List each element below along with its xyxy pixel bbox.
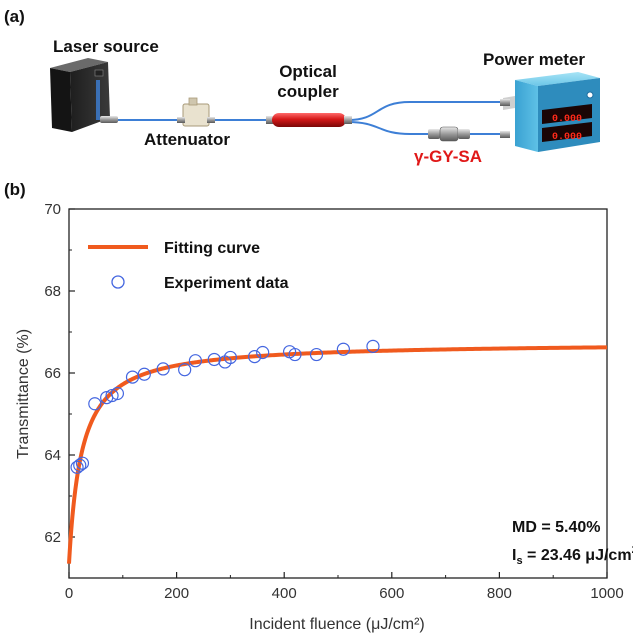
meter-readout-2: 0.000 xyxy=(552,132,582,143)
x-tick-label: 0 xyxy=(65,585,73,602)
y-tick-label: 70 xyxy=(44,201,61,218)
sample-label: γ-GY-SA xyxy=(414,147,482,166)
data-point-marker xyxy=(137,367,151,381)
legend-label-fit: Fitting curve xyxy=(164,240,260,257)
data-point-marker xyxy=(223,350,237,365)
y-tick-label: 68 xyxy=(44,283,61,300)
panel-b: (b) 0 200 400 600 800 1000 62 64 66 68 70 Incident… xyxy=(4,180,633,633)
x-tick-label: 600 xyxy=(379,585,404,602)
panel-b-label: (b) xyxy=(4,180,26,199)
is-annotation-subscript: s xyxy=(516,555,522,567)
meter-readout-1: 0.000 xyxy=(552,114,582,125)
fiber-coupler-to-sample xyxy=(347,121,428,135)
data-point-marker xyxy=(75,456,90,470)
data-point-marker xyxy=(105,388,119,403)
x-tick-label: 400 xyxy=(272,585,297,602)
x-axis-title: Incident fluence (μJ/cm²) xyxy=(249,616,425,633)
y-tick-label: 64 xyxy=(44,447,61,464)
data-point-marker xyxy=(256,345,270,360)
data-point-marker xyxy=(288,347,302,362)
data-point-marker xyxy=(336,342,350,356)
data-point-marker xyxy=(156,362,170,376)
coupler-label-line2: coupler xyxy=(277,82,339,101)
legend-label-data: Experiment data xyxy=(164,275,289,292)
data-point-marker xyxy=(88,397,102,411)
sample-connector xyxy=(428,126,470,142)
y-tick-label: 62 xyxy=(44,529,61,546)
fiber-lines xyxy=(118,101,505,135)
fiber-coupler-to-meter-upper xyxy=(347,101,505,121)
x-tick-label: 800 xyxy=(487,585,512,602)
md-annotation: MD = 5.40% xyxy=(512,519,600,536)
is-annotation-superscript: 2 xyxy=(632,544,633,556)
y-tick-label: 66 xyxy=(44,365,61,382)
data-point-marker xyxy=(309,347,324,362)
panel-a: (a) Laser source Attenuator xyxy=(4,7,600,166)
data-point-marker xyxy=(207,352,221,367)
data-point-marker xyxy=(248,350,262,364)
data-point-marker xyxy=(188,354,203,368)
attenuator-device xyxy=(177,97,215,127)
is-annotation-symbol: I xyxy=(512,547,516,564)
transmittance-chart: 0 200 400 600 800 1000 62 64 66 68 70 xyxy=(44,201,623,602)
coupler-label-line1: Optical xyxy=(279,62,337,81)
data-point-marker xyxy=(366,339,380,353)
is-annotation: Is = 23.46 μJ/cm2 xyxy=(512,544,633,567)
power-meter-device xyxy=(500,72,600,152)
laser-source-label: Laser source xyxy=(53,37,159,56)
attenuator-label: Attenuator xyxy=(144,130,230,149)
laser-source-device xyxy=(50,58,118,132)
is-annotation-value: = 23.46 μJ/cm xyxy=(523,547,632,564)
power-meter-label: Power meter xyxy=(483,50,585,69)
data-point-marker xyxy=(178,363,192,377)
y-axis-title: Transmittance (%) xyxy=(15,329,32,459)
x-tick-label: 1000 xyxy=(590,585,623,602)
data-point-marker xyxy=(73,458,87,472)
panel-a-label: (a) xyxy=(4,7,25,26)
x-tick-label: 200 xyxy=(164,585,189,602)
legend-marker-swatch xyxy=(111,275,125,289)
data-point-marker xyxy=(110,386,125,401)
legend: Fitting curve Experiment data xyxy=(88,240,289,292)
optical-coupler-device xyxy=(266,113,352,127)
